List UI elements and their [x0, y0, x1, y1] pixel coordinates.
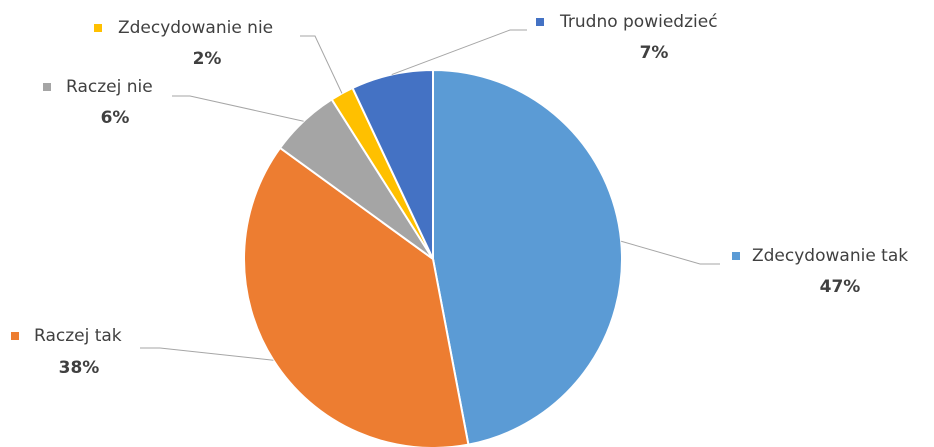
slice-value-label: 6% — [101, 108, 130, 128]
legend-marker — [11, 332, 19, 340]
pie-slice — [243, 146, 470, 447]
slice-label: Zdecydowanie nie — [118, 18, 273, 38]
slice-value-label: 2% — [193, 49, 222, 69]
leader-line — [300, 35, 343, 94]
slice-label: Raczej tak — [34, 326, 122, 346]
slice-value-label: 47% — [820, 277, 861, 297]
slice-label: Trudno powiedzieć — [559, 12, 718, 32]
slice-label: Zdecydowanie tak — [752, 246, 908, 266]
leader-line — [621, 240, 720, 265]
legend-marker — [43, 83, 51, 91]
slice-label: Raczej nie — [66, 77, 153, 97]
slice-value-label: 7% — [640, 43, 669, 63]
pie-slice — [432, 68, 623, 446]
leader-line — [391, 29, 527, 76]
legend-marker — [536, 18, 544, 26]
slice-value-label: 38% — [59, 358, 100, 378]
leader-line — [140, 347, 274, 361]
leader-line — [172, 95, 304, 122]
legend-marker — [732, 252, 740, 260]
legend-marker — [94, 24, 102, 32]
